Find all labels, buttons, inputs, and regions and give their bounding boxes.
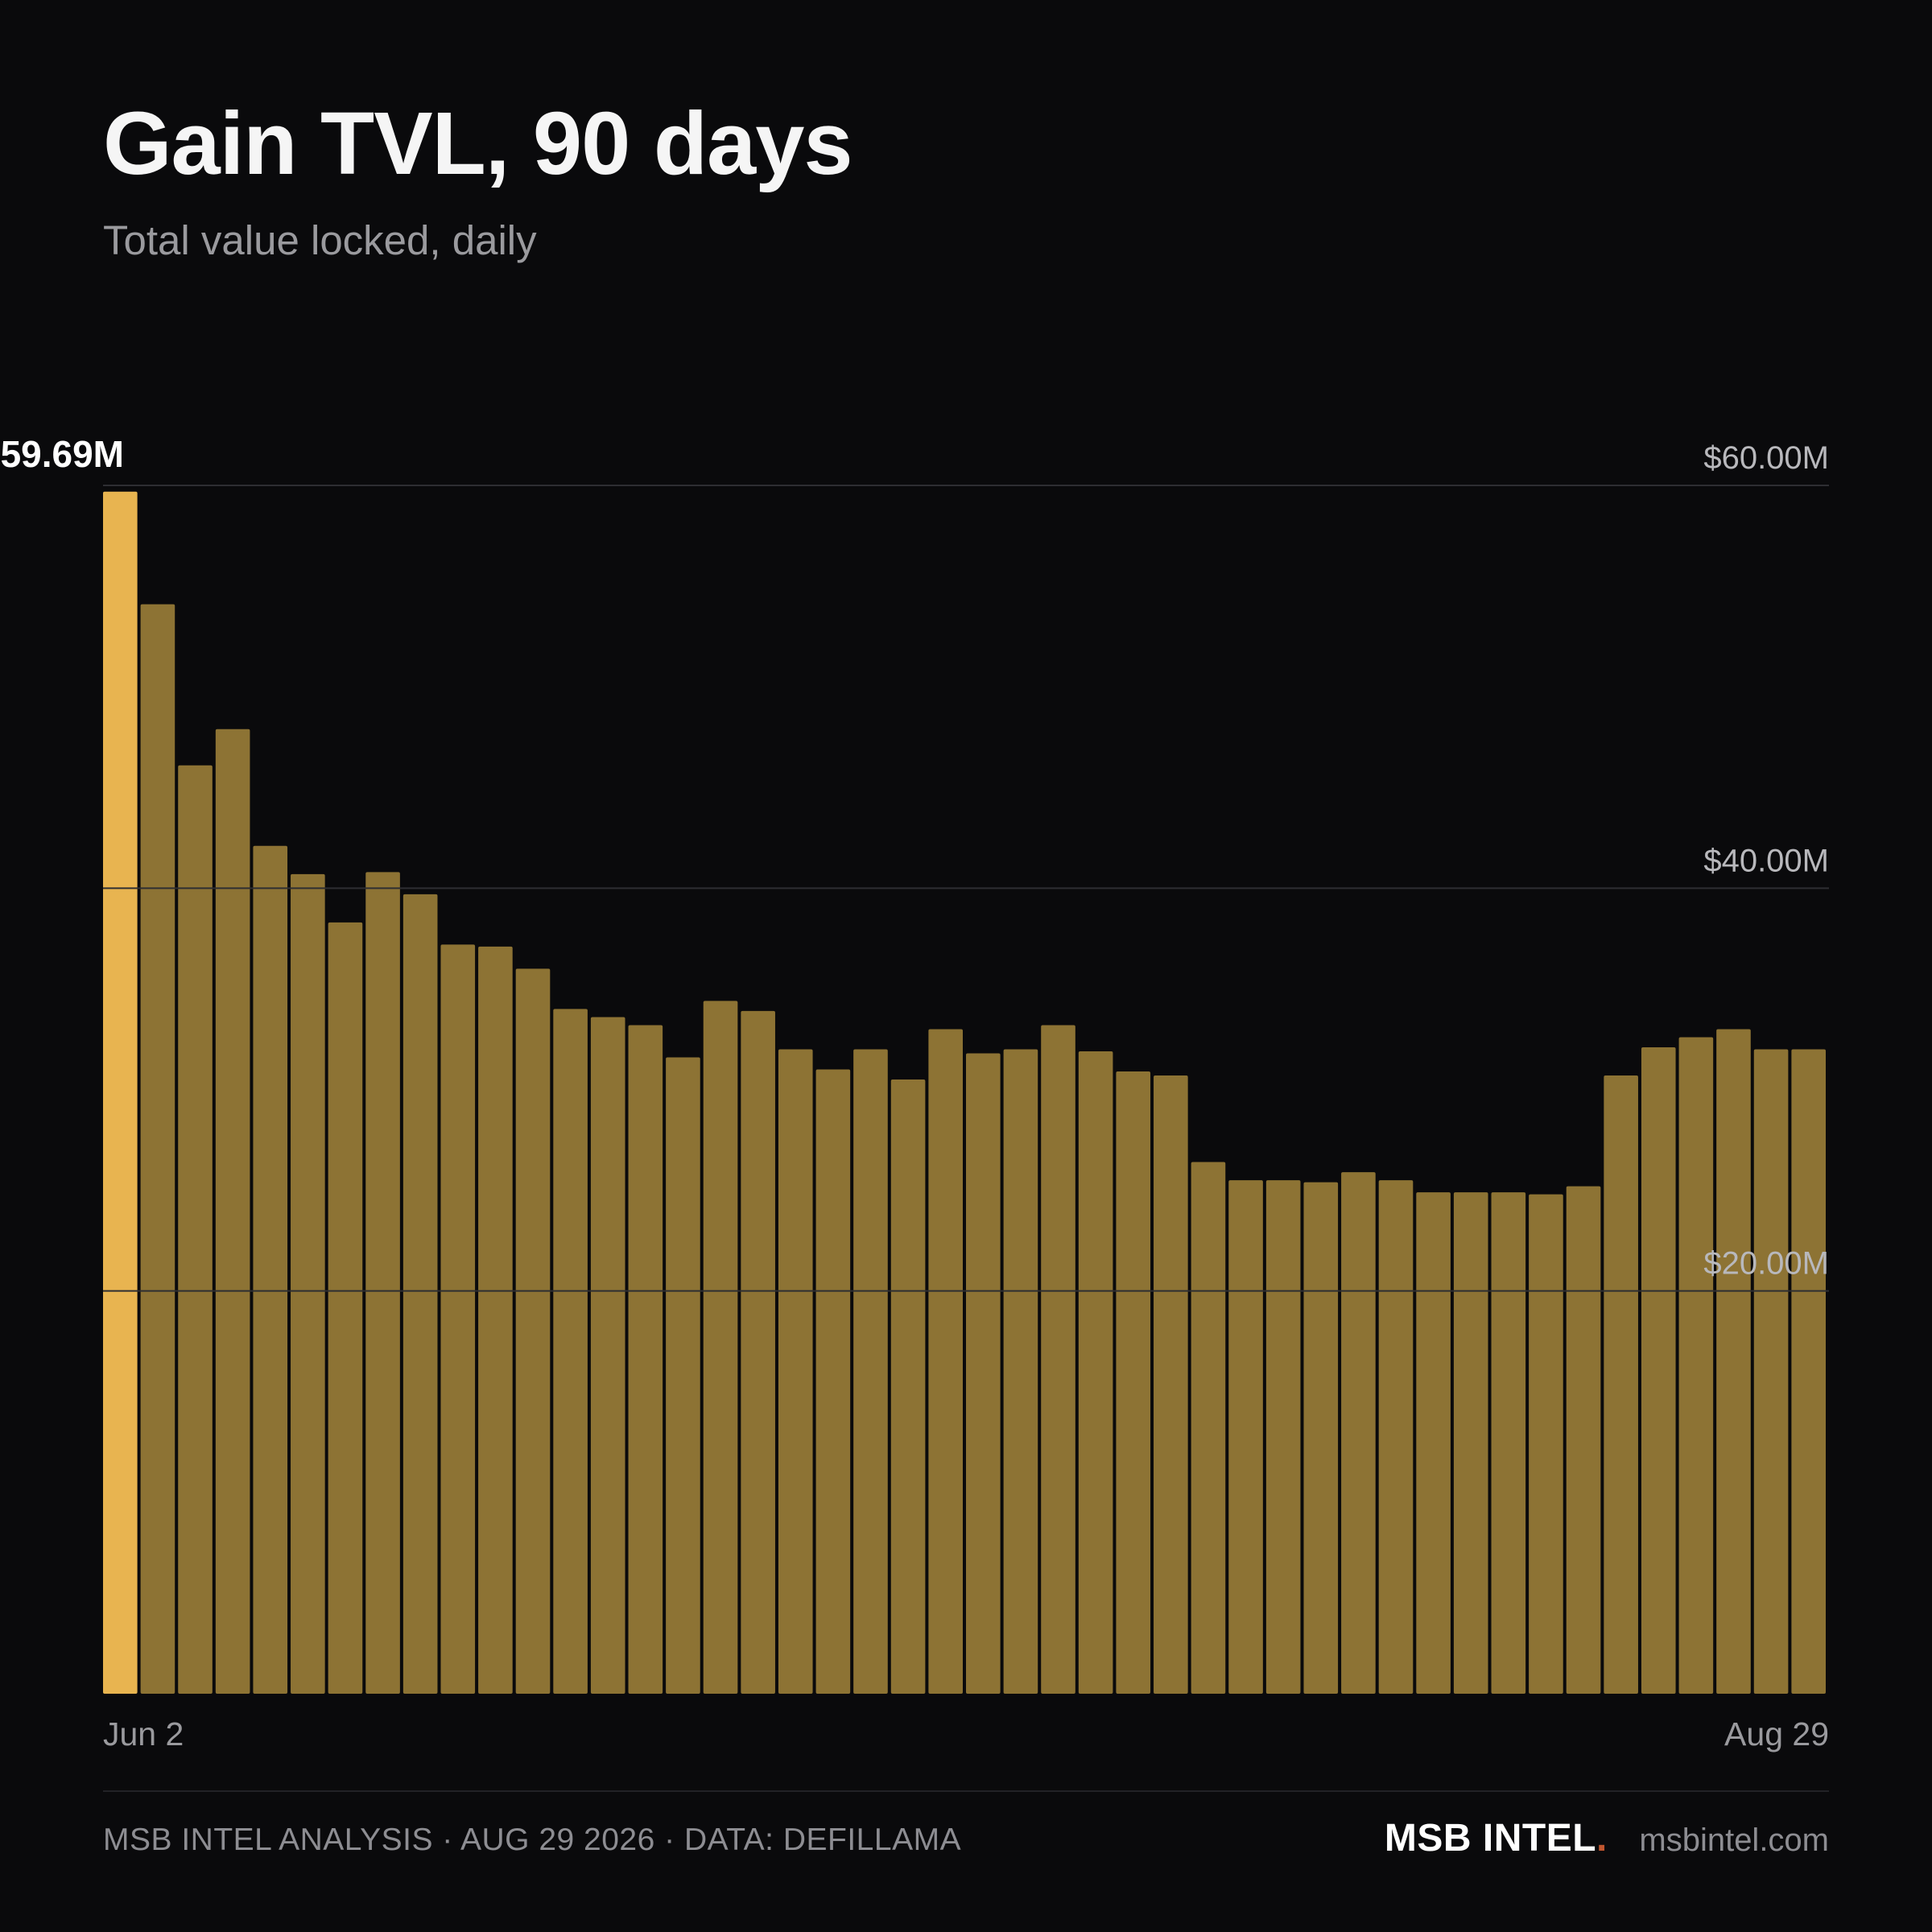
footer-source: MSB INTEL ANALYSIS · AUG 29 2026 · DATA:… — [103, 1823, 962, 1857]
bar — [1303, 1182, 1339, 1694]
x-tick-label: Aug 29 — [1724, 1715, 1829, 1752]
bar-highlight — [103, 491, 138, 1694]
bar — [1791, 1049, 1826, 1694]
highlight-value-label: $59.69M — [0, 433, 124, 475]
y-tick-label: $20.00M — [1703, 1246, 1829, 1282]
bar — [1529, 1194, 1563, 1694]
footer-brand-block: MSB INTEL. msbintel.com — [1385, 1816, 1829, 1860]
bar — [178, 765, 213, 1694]
bar — [966, 1053, 1001, 1694]
bar — [1641, 1046, 1676, 1694]
bar — [291, 873, 325, 1694]
bar — [515, 968, 551, 1694]
bar — [1491, 1192, 1526, 1694]
chart-subtitle: Total value locked, daily — [103, 217, 537, 263]
footer-divider — [103, 1790, 1829, 1792]
bar — [1716, 1029, 1751, 1694]
bar — [703, 1001, 738, 1694]
bar — [1191, 1162, 1226, 1694]
x-tick-label: Jun 2 — [103, 1715, 184, 1752]
bar — [1453, 1192, 1488, 1694]
bar — [1753, 1049, 1789, 1694]
bar — [928, 1029, 963, 1694]
bar — [1041, 1025, 1075, 1694]
bar — [1604, 1075, 1638, 1694]
bar — [890, 1079, 926, 1694]
bar — [1416, 1192, 1451, 1694]
bar — [402, 894, 438, 1694]
y-tick-label: $40.00M — [1703, 843, 1829, 878]
bar — [590, 1017, 625, 1694]
bar — [815, 1069, 851, 1694]
bar — [853, 1049, 888, 1694]
bar — [253, 845, 288, 1694]
bar — [328, 922, 363, 1694]
bar — [1154, 1075, 1188, 1694]
bar — [215, 729, 250, 1695]
bar — [440, 944, 476, 1694]
bar — [478, 946, 513, 1694]
bar — [666, 1057, 700, 1694]
y-tick-label: $60.00M — [1703, 440, 1829, 476]
brand-logo-text: MSB INTEL — [1384, 1817, 1597, 1860]
bar — [553, 1009, 588, 1694]
bar — [1341, 1172, 1376, 1694]
bar — [1566, 1186, 1601, 1694]
brand-logo-dot: . — [1596, 1817, 1608, 1860]
bar — [1265, 1180, 1301, 1694]
bar — [1228, 1180, 1263, 1694]
bar — [1116, 1071, 1151, 1694]
chart-title: Gain TVL, 90 days — [103, 94, 853, 193]
bar — [741, 1010, 775, 1694]
bar — [778, 1049, 813, 1694]
bar — [365, 872, 400, 1694]
bar — [1678, 1037, 1714, 1694]
bar — [628, 1025, 663, 1694]
bar — [1003, 1049, 1038, 1694]
bar — [1078, 1051, 1113, 1694]
bar — [1378, 1180, 1414, 1694]
bar — [140, 604, 175, 1694]
site-link[interactable]: msbintel.com — [1639, 1823, 1829, 1858]
